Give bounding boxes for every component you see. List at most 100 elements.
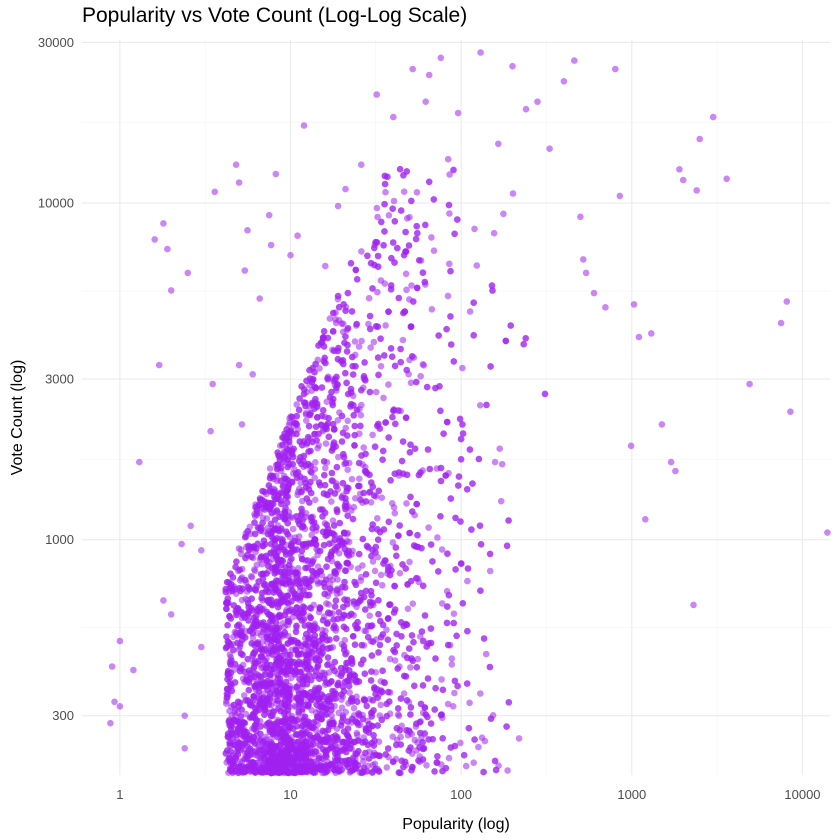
data-point — [226, 707, 233, 715]
data-point — [374, 536, 382, 543]
data-point — [480, 768, 487, 776]
data-point — [303, 417, 310, 425]
data-point — [421, 278, 429, 286]
data-point — [373, 204, 381, 212]
data-point — [457, 560, 465, 567]
data-point — [269, 651, 276, 658]
data-point — [273, 629, 280, 637]
data-point — [456, 415, 464, 423]
data-point — [293, 604, 301, 611]
data-point — [360, 593, 368, 601]
data-point — [344, 289, 352, 297]
data-point — [413, 189, 421, 196]
data-point — [379, 447, 387, 455]
data-point — [500, 210, 507, 218]
data-point — [348, 660, 356, 667]
data-point — [266, 749, 274, 757]
data-point — [344, 512, 352, 519]
data-point — [284, 463, 292, 471]
data-point — [240, 692, 248, 699]
data-point — [401, 758, 409, 766]
data-point — [421, 704, 429, 711]
data-point — [408, 353, 416, 360]
data-point — [407, 493, 414, 501]
data-point — [477, 587, 484, 594]
data-point — [262, 665, 270, 672]
data-point — [372, 543, 380, 551]
data-point — [522, 335, 529, 342]
data-point — [403, 621, 411, 629]
data-point — [242, 533, 249, 541]
data-point — [475, 743, 482, 751]
data-point — [423, 383, 431, 391]
data-point — [293, 622, 300, 630]
data-point — [408, 282, 415, 289]
data-point — [393, 725, 401, 732]
data-point — [247, 573, 255, 580]
data-point — [334, 681, 342, 689]
data-point — [349, 515, 357, 523]
data-point — [391, 259, 398, 266]
data-point — [265, 482, 273, 489]
data-point — [267, 503, 275, 510]
data-point — [450, 619, 458, 627]
data-point — [332, 597, 340, 604]
data-point — [353, 765, 360, 772]
data-point — [303, 691, 310, 699]
data-point — [362, 627, 370, 635]
data-point — [316, 736, 324, 743]
data-point — [448, 655, 456, 662]
data-point — [451, 677, 459, 685]
data-point — [339, 714, 347, 721]
data-point — [379, 631, 387, 638]
data-point — [431, 768, 438, 775]
data-point — [232, 607, 240, 615]
data-point — [312, 395, 319, 403]
data-point — [250, 693, 257, 700]
data-point — [324, 661, 331, 669]
data-point — [382, 188, 389, 196]
data-point — [338, 438, 346, 445]
data-point — [267, 769, 275, 777]
data-point — [444, 603, 451, 610]
data-point — [445, 591, 453, 599]
data-point — [363, 542, 371, 550]
data-point — [336, 519, 344, 527]
data-point — [244, 600, 252, 607]
data-point — [503, 723, 510, 730]
data-point — [234, 622, 241, 630]
data-point — [396, 165, 404, 173]
data-point — [487, 363, 494, 370]
data-point — [473, 262, 481, 269]
data-point — [333, 635, 340, 642]
data-point — [374, 354, 382, 361]
data-point — [330, 309, 337, 317]
data-point — [386, 601, 393, 608]
data-point — [236, 584, 243, 592]
data-point — [370, 707, 377, 714]
data-point — [286, 550, 294, 557]
data-point — [354, 599, 362, 607]
data-point — [344, 466, 352, 474]
data-point — [244, 527, 251, 535]
data-point — [371, 492, 378, 499]
data-point — [425, 178, 433, 186]
data-point — [369, 431, 376, 439]
data-point — [275, 613, 283, 620]
data-point — [322, 464, 329, 472]
data-point — [303, 641, 310, 649]
data-point — [378, 688, 386, 696]
data-point — [289, 460, 297, 468]
data-point — [324, 373, 332, 381]
data-point — [284, 487, 291, 494]
data-point — [396, 569, 404, 577]
data-point — [306, 731, 313, 739]
data-point — [351, 641, 359, 648]
data-point — [392, 544, 400, 551]
data-point — [437, 477, 445, 485]
data-point — [445, 754, 453, 762]
data-point — [448, 661, 456, 668]
data-point — [416, 744, 423, 751]
data-point — [312, 423, 320, 431]
data-point — [241, 755, 248, 762]
